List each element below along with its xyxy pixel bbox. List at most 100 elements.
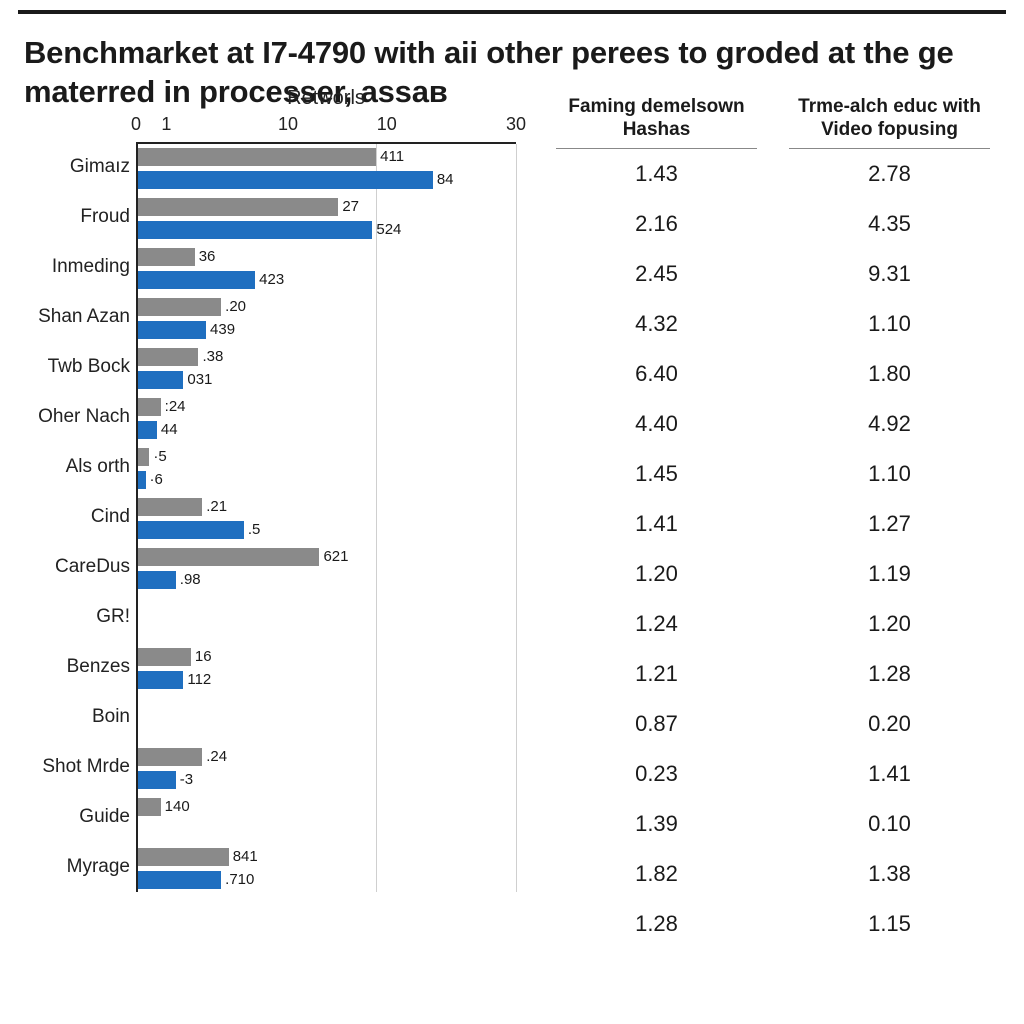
bar-value-label: .98 [180,571,201,588]
bar-blue [138,571,176,589]
bar-value-label: 621 [323,548,348,565]
table-cell: 1.28 [540,899,773,949]
bar-value-label: 524 [376,221,401,238]
x-tick: 10 [377,114,397,135]
y-label: Shot Mrde [18,742,130,792]
table-cell: 6.40 [540,349,773,399]
y-label: GR! [18,592,130,642]
y-label: Gimaız [18,142,130,192]
bar-gray [138,248,195,266]
bar-row: 140 [138,794,516,844]
bar-blue [138,321,206,339]
bar-gray [138,748,202,766]
bar-gray [138,798,161,816]
gridline [516,144,517,892]
table-header: Faming demelsown Hashas [556,87,757,149]
y-label: Shan Azan [18,292,130,342]
bar-row: 27 524 [138,194,516,244]
table-header: Trme-alch educ with Video fopusing [789,87,990,149]
y-label: Als orth [18,442,130,492]
y-label: Guide [18,792,130,842]
y-label: Boin [18,692,130,742]
bar-blue [138,771,176,789]
rule-top [18,10,1006,14]
bar-gray [138,648,191,666]
bar-value-label: .21 [206,498,227,515]
bar-row: 621.98 [138,544,516,594]
x-axis: 01101030 [136,114,516,142]
y-axis-labels: GimaızFroudInmedingShan AzanTwb BockOher… [18,142,136,892]
bar-value-label: 112 [187,671,211,688]
x-tick: 30 [506,114,526,135]
bar-value-label: 27 [342,198,359,215]
bar-value-label: .38 [202,348,223,365]
chart-block: GimaızFroudInmedingShan AzanTwb BockOher… [18,142,516,892]
bar-gray [138,548,319,566]
page: Benchmarket at I7-4790 with aii other pe… [0,10,1024,1024]
table-cell: 1.20 [773,599,1006,649]
bar-row: .24 -3 [138,744,516,794]
bar-row: .38031 [138,344,516,394]
bar-blue [138,171,433,189]
bar-blue [138,271,255,289]
bar-row: ·5·6 [138,444,516,494]
bar-value-label: 140 [165,798,190,815]
y-label: Oher Nach [18,392,130,442]
x-tick: 10 [278,114,298,135]
plot-area: 411842752436423.20439.38031:2444·5·6.21.… [136,142,516,892]
table-cell: 0.87 [540,699,773,749]
bar-value-label: 031 [187,371,212,388]
y-label: Myrage [18,842,130,892]
bar-row: 36423 [138,244,516,294]
bar-row [138,694,516,744]
bar-value-label: 44 [161,421,178,438]
x-tick: 1 [161,114,171,135]
table-cell: 0.23 [540,749,773,799]
table-cell: 4.35 [773,199,1006,249]
bar-row: :2444 [138,394,516,444]
table-cell: 1.19 [773,549,1006,599]
bar-value-label: .710 [225,871,254,888]
table-cell: 1.39 [540,799,773,849]
table-cell: 1.21 [540,649,773,699]
table-cell: 9.31 [773,249,1006,299]
bar-value-label: ·6 [150,471,163,488]
bar-value-label: 84 [437,171,454,188]
bar-gray [138,448,149,466]
chart-axis-title: Retworls [136,87,516,110]
table-cell: 1.20 [540,549,773,599]
content-row: GimaızFroudInmedingShan AzanTwb BockOher… [18,142,1006,949]
bar-row: .20439 [138,294,516,344]
table-cell: 1.38 [773,849,1006,899]
y-label: Twb Bock [18,342,130,392]
chart-column: Retworls 01101030 411842752436423.20439.… [136,142,516,892]
table-cell: 1.28 [773,649,1006,699]
table-cell: 4.92 [773,399,1006,449]
bar-blue [138,421,157,439]
bar-gray [138,848,229,866]
y-label: Benzes [18,642,130,692]
table-column: Faming demelsown Hashas1.432.162.454.326… [540,142,773,949]
bar-value-label: 16 [195,648,212,665]
bar-row: .21.5 [138,494,516,544]
bar-gray [138,348,198,366]
bar-gray [138,298,221,316]
bar-value-label: 36 [199,248,216,265]
bar-value-label: :24 [165,398,186,415]
table-column: Trme-alch educ with Video fopusing2.784.… [773,142,1006,949]
bar-gray [138,198,338,216]
table-cell: 0.10 [773,799,1006,849]
bar-value-label: -3 [180,771,193,788]
y-label: Inmeding [18,242,130,292]
y-label: Froud [18,192,130,242]
bar-row: 841.710 [138,844,516,894]
bar-value-label: .24 [206,748,227,765]
data-tables: Faming demelsown Hashas1.432.162.454.326… [540,142,1006,949]
bar-value-label: ·5 [153,448,166,465]
bar-row: 16112 [138,644,516,694]
bar-gray [138,498,202,516]
bar-blue [138,671,183,689]
table-cell: 1.41 [773,749,1006,799]
bar-blue [138,871,221,889]
bar-blue [138,521,244,539]
